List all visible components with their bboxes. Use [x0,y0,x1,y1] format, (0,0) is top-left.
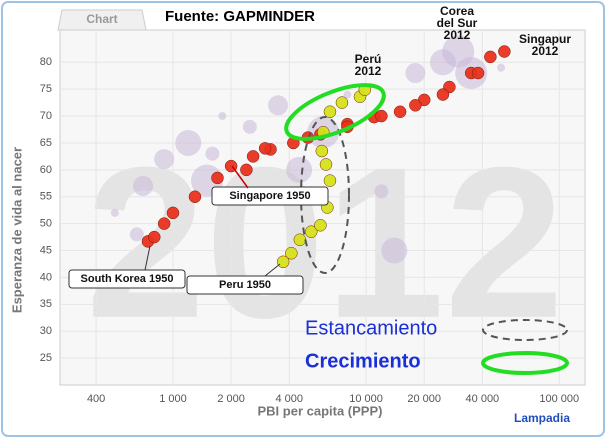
x-axis-label: PBI per capita (PPP) [258,403,383,418]
country-bubble [374,184,389,199]
trajectory-point [319,158,333,171]
trajectory-point [436,88,450,101]
y-tick-label: 80 [40,56,52,68]
legend-label: Estancamiento [305,317,437,339]
plot [60,30,585,385]
trajectory-point [315,144,329,158]
x-tick-label: 40 000 [466,393,500,405]
annotation: 2012 [532,44,559,58]
x-tick-label: 4 000 [275,393,303,405]
y-tick-label: 45 [40,244,52,256]
trajectory-point [498,45,511,58]
annotation-box [186,275,304,295]
country-bubble [343,90,352,99]
y-tick-label: 25 [40,352,52,364]
annotation: Corea [440,4,474,18]
annotation: del Sur [437,16,478,30]
country-bubble [442,35,475,68]
y-tick-label: 30 [40,325,52,337]
y-tick-label: 35 [40,298,52,310]
trajectory-point [293,233,307,247]
annotation: Singapur [519,32,571,46]
y-tick-label: 40 [40,271,52,283]
country-bubble [175,129,202,156]
x-tick-label: 20 000 [407,393,441,405]
chart-title: Fuente: GAPMINDER [165,8,315,25]
trajectory-point [323,105,337,119]
country-bubble [110,208,119,217]
x-tick-label: 400 [87,393,105,405]
legend-label: Crecimiento [305,350,421,372]
country-bubble [268,95,289,116]
country-bubble [405,63,426,84]
country-bubble [242,119,257,134]
annotation: 2012 [444,28,471,42]
trajectory-point [471,66,485,80]
trajectory-point [305,225,318,238]
y-tick-label: 75 [40,83,52,95]
country-bubble [286,156,313,183]
x-tick-label: 10 000 [349,393,383,405]
trajectory-point [258,142,272,155]
tab-label[interactable]: Chart [86,12,117,26]
trajectory-point [276,255,290,269]
legend-growth-symbol [481,351,569,375]
annotation: 2012 [355,64,382,78]
country-bubble [154,149,175,170]
country-bubble [129,227,144,242]
country-bubble [497,63,506,72]
annotation-box [211,186,329,206]
trajectory-point [393,105,407,119]
trajectory-point [240,163,253,177]
y-tick-label: 50 [40,218,52,230]
trajectory-point [246,150,260,163]
credit: Lampadia [514,411,570,425]
trajectory-point [484,50,497,64]
annotation-box [68,269,186,289]
x-tick-label: 1 000 [159,393,187,405]
y-axis-label: Esperanza de vida al nacer [9,147,24,313]
growth-ellipse [284,83,386,141]
trajectory-point [148,230,161,244]
trajectory-point [166,206,180,220]
annotation-arrow [264,263,281,277]
country-bubble [381,237,408,264]
trajectory-point [188,190,202,203]
annotation-arrow [231,165,249,189]
y-tick-label: 65 [40,137,52,149]
trajectory-point [323,174,337,187]
legend-stagnation-symbol [482,319,568,341]
y-tick-label: 55 [40,191,52,203]
annotation: Singapore 1950 [229,190,310,202]
trajectory-point [157,217,171,230]
annotation: South Korea 1950 [81,273,174,285]
x-tick-label: 100 000 [539,393,579,405]
annotation: Peru 1950 [219,279,271,291]
trajectory-point [314,219,327,232]
country-bubble [218,112,227,121]
annotation-arrow [144,245,151,271]
trajectory-point [335,96,349,109]
trajectory-point [375,109,388,123]
annotation: Perú [355,52,382,66]
x-tick-label: 2 000 [217,393,245,405]
y-tick-label: 60 [40,164,52,176]
trajectory-point [285,246,298,260]
trajectory-point [409,99,422,112]
country-bubble [133,175,154,196]
trajectory-point [211,171,224,185]
country-bubble [205,146,220,161]
y-tick-label: 70 [40,110,52,122]
